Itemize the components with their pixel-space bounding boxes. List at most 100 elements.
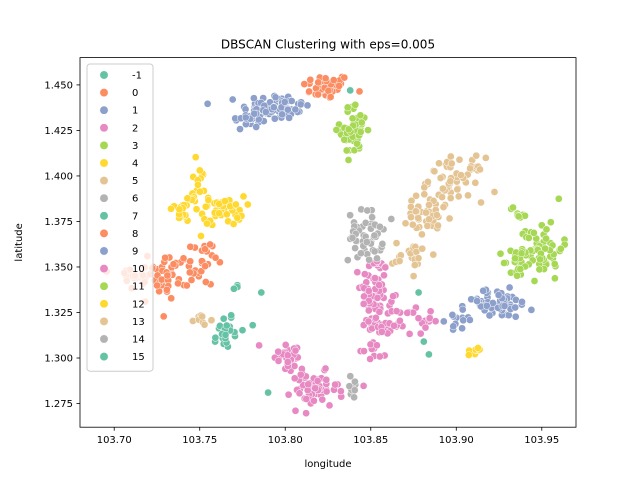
data-point (416, 329, 425, 338)
data-point (514, 212, 523, 221)
data-point (477, 198, 485, 207)
data-point (232, 200, 240, 209)
data-point (335, 82, 343, 90)
data-point (243, 200, 252, 209)
data-point (163, 271, 172, 280)
series-0 (300, 73, 364, 102)
plot-area (79, 57, 577, 428)
data-point (313, 377, 322, 385)
data-point (191, 153, 200, 162)
data-point (322, 387, 331, 396)
data-point (511, 254, 519, 263)
data-point (365, 255, 373, 264)
data-point (274, 357, 283, 365)
data-point (198, 312, 207, 321)
data-point (331, 380, 339, 389)
data-point (376, 222, 384, 231)
data-point (227, 311, 236, 320)
data-point (346, 211, 354, 220)
data-point (500, 302, 509, 310)
data-point (229, 220, 238, 228)
data-point (464, 191, 472, 200)
data-point (403, 309, 412, 317)
data-point (314, 90, 322, 99)
data-point (261, 108, 270, 116)
data-point (356, 128, 365, 136)
data-point (359, 300, 368, 308)
data-point (169, 260, 178, 269)
data-point (472, 151, 481, 160)
series-5 (388, 151, 499, 280)
data-point (396, 316, 404, 325)
data-point (222, 321, 231, 330)
data-point (435, 159, 443, 168)
data-point (381, 263, 390, 272)
legend-label: 9 (132, 247, 138, 258)
data-point (366, 355, 374, 363)
data-point (485, 311, 494, 320)
data-point (296, 100, 305, 109)
data-point (554, 194, 563, 203)
data-point (350, 393, 358, 402)
legend-marker (99, 228, 109, 238)
data-point (194, 180, 202, 189)
data-point (455, 155, 464, 164)
data-point (494, 291, 503, 299)
data-point (228, 95, 237, 104)
data-point (425, 215, 433, 224)
legend-label: 0 (132, 88, 138, 99)
legend-marker (99, 316, 109, 326)
data-point (351, 100, 360, 109)
data-point (436, 174, 445, 182)
data-point (295, 389, 304, 398)
legend-marker (99, 281, 109, 291)
data-point (357, 118, 366, 127)
data-point (375, 281, 383, 289)
data-point (373, 254, 381, 263)
data-point (466, 316, 474, 324)
legend-label: 14 (132, 335, 145, 346)
data-point (453, 185, 462, 194)
data-point (360, 270, 369, 278)
data-point (457, 171, 465, 179)
data-point (290, 362, 299, 370)
data-point (182, 281, 191, 290)
data-point (518, 298, 526, 306)
data-point (414, 214, 423, 222)
data-point (167, 204, 175, 213)
data-point (524, 234, 533, 242)
series-1 (203, 92, 312, 133)
series-10 (255, 341, 346, 418)
legend-marker (99, 246, 109, 256)
data-point (175, 205, 184, 214)
data-point (291, 105, 300, 114)
data-point (248, 321, 257, 330)
data-point (363, 206, 372, 215)
data-point (302, 409, 310, 418)
data-point (325, 401, 334, 410)
data-point (425, 201, 433, 209)
data-point (306, 75, 315, 84)
data-point (359, 382, 368, 390)
data-point (197, 232, 205, 240)
data-point (431, 317, 440, 326)
data-point (546, 218, 555, 227)
data-point (521, 211, 529, 220)
data-point (433, 211, 441, 219)
data-point (287, 97, 296, 105)
legend-marker (99, 211, 109, 221)
data-point (284, 390, 293, 399)
data-point (318, 395, 327, 404)
series-4 (167, 153, 252, 240)
legend-label: 7 (132, 211, 138, 222)
legend-marker (99, 140, 109, 150)
data-point (377, 328, 386, 336)
data-point (551, 274, 559, 283)
data-point (373, 294, 382, 302)
data-point (509, 203, 517, 212)
legend-label: 6 (132, 194, 138, 205)
data-point (337, 387, 345, 396)
data-point (496, 249, 505, 258)
data-point (434, 221, 442, 230)
data-point (371, 274, 379, 282)
